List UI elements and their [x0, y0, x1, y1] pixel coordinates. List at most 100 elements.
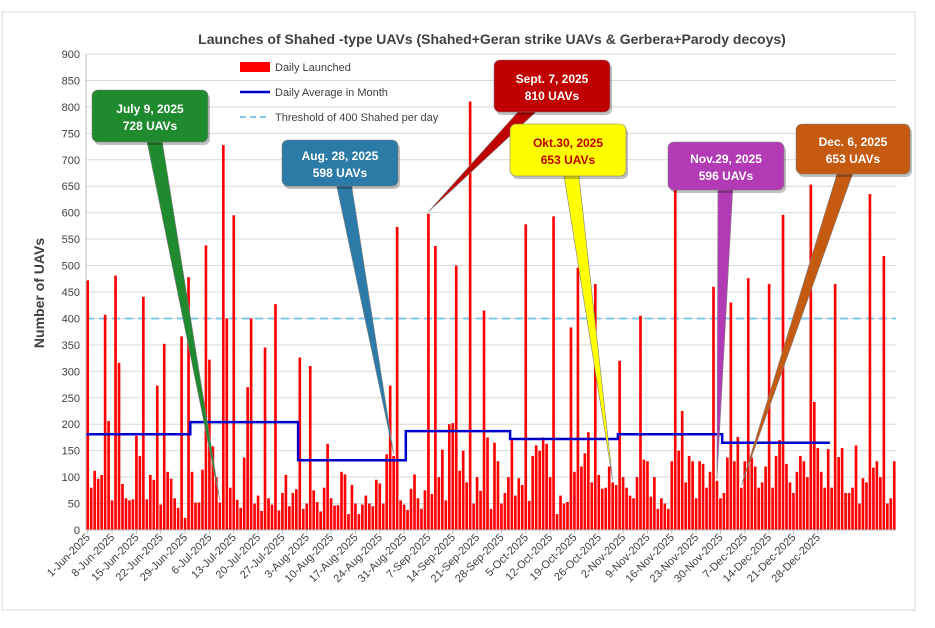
callout-date: Aug. 28, 2025	[302, 149, 379, 163]
bar	[562, 503, 566, 530]
bar	[580, 466, 583, 530]
bar	[458, 470, 462, 530]
callout-box	[667, 141, 785, 191]
bar	[774, 455, 778, 530]
bar	[333, 505, 336, 530]
bar	[121, 483, 124, 530]
bar	[96, 478, 100, 530]
y-tick-label: 150	[62, 446, 80, 458]
bar	[875, 461, 879, 530]
bar	[635, 477, 639, 530]
bar	[520, 485, 524, 530]
bar	[785, 463, 788, 530]
bar	[249, 318, 253, 530]
bar	[461, 450, 465, 530]
bar	[646, 461, 649, 530]
bar	[691, 461, 694, 530]
bar	[799, 455, 802, 530]
bar	[750, 457, 754, 530]
bar	[826, 449, 830, 530]
y-tick-label: 650	[62, 181, 80, 193]
bar	[86, 280, 90, 530]
bar	[246, 387, 249, 530]
bar	[701, 463, 705, 530]
bar	[882, 256, 886, 530]
bar	[281, 492, 284, 530]
bar	[489, 508, 493, 530]
y-tick-label: 450	[62, 287, 80, 299]
bar	[566, 501, 569, 530]
bar	[162, 343, 166, 530]
bar	[263, 347, 267, 530]
bar	[771, 487, 774, 530]
bar	[816, 448, 820, 530]
bar	[885, 503, 889, 530]
bar	[392, 455, 395, 530]
bar	[534, 445, 538, 530]
bar	[343, 474, 347, 530]
bar	[291, 492, 295, 530]
bar	[510, 437, 514, 530]
bar	[666, 508, 670, 530]
bar	[427, 213, 430, 530]
y-tick-label: 700	[62, 155, 80, 167]
bar	[705, 487, 708, 530]
bar	[267, 498, 270, 530]
bar	[715, 480, 719, 530]
average-line-layer	[86, 420, 830, 462]
bar	[639, 315, 642, 530]
bar	[858, 503, 861, 530]
bar	[847, 492, 851, 530]
bar	[607, 466, 611, 530]
callout-date: Sept. 7, 2025	[516, 72, 589, 86]
bar	[430, 494, 434, 530]
bar	[649, 496, 653, 530]
y-tick-label: 350	[62, 340, 80, 352]
bar	[107, 421, 110, 530]
bar	[361, 504, 364, 530]
y-tick-label: 550	[62, 234, 80, 246]
bar	[131, 499, 135, 530]
bar	[781, 214, 785, 530]
bar	[228, 487, 232, 530]
callout-date: Okt.30, 2025	[533, 136, 603, 150]
y-tick-label: 100	[62, 472, 80, 484]
bar	[315, 501, 319, 530]
bar	[312, 490, 316, 530]
bar	[788, 482, 792, 530]
callout: Dec. 6, 2025 653 UAVs	[741, 123, 912, 486]
bar	[555, 514, 559, 530]
bar	[587, 432, 590, 530]
bar	[169, 478, 173, 530]
bar	[374, 479, 378, 530]
callout-box	[91, 89, 209, 143]
bar	[538, 450, 541, 530]
bar	[148, 475, 152, 530]
bar	[472, 503, 475, 530]
bar	[868, 194, 872, 530]
bar	[507, 477, 510, 530]
bar	[830, 487, 834, 530]
bar	[764, 466, 767, 530]
bar	[145, 499, 149, 530]
bar	[215, 477, 218, 530]
bar	[611, 482, 614, 530]
bar	[694, 498, 698, 530]
y-tick-label: 50	[68, 499, 80, 511]
bar	[621, 477, 625, 530]
bar	[812, 402, 816, 530]
callout-value: 596 UAVs	[699, 169, 754, 183]
bar	[308, 366, 312, 530]
bar	[670, 461, 674, 530]
y-tick-label: 600	[62, 208, 80, 220]
callout: Okt.30, 2025 653 UAVs	[509, 123, 628, 481]
bar	[590, 482, 594, 530]
bar	[295, 489, 298, 530]
bar	[284, 475, 288, 530]
y-tick-label: 900	[62, 49, 80, 61]
bar	[552, 216, 555, 530]
bar	[851, 487, 854, 530]
bar	[632, 498, 635, 530]
bars-layer	[86, 101, 896, 531]
